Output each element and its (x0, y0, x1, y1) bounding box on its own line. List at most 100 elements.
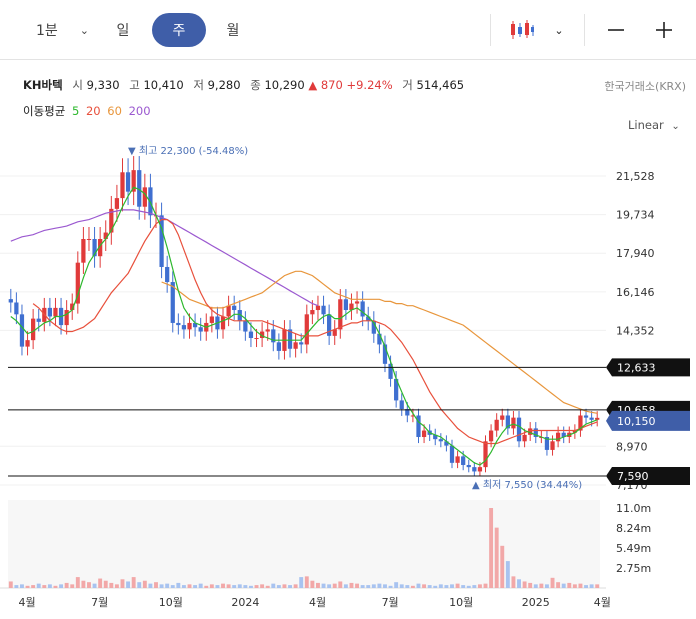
volume-bar (366, 585, 371, 588)
candle-body (466, 464, 471, 468)
candle-body (583, 415, 589, 418)
volume-bar (87, 582, 91, 588)
volume-bar (20, 584, 24, 588)
price-line-label: 7,590 (617, 470, 649, 483)
volume-bar (226, 584, 231, 588)
candle-body (561, 432, 566, 438)
ma200-line (10, 209, 319, 307)
plus-icon[interactable] (648, 14, 680, 46)
low-label: 저 (193, 78, 204, 92)
candle-body (125, 172, 131, 192)
volume-bar (472, 585, 477, 588)
close-label: 종 (250, 78, 261, 92)
close-value: 10,290 (264, 78, 305, 92)
price-line-tag (606, 358, 690, 377)
candle-body (516, 417, 522, 442)
candle-body (595, 417, 600, 420)
volume-bar (92, 583, 97, 588)
candle-body (449, 445, 455, 463)
volume-bar (433, 585, 438, 588)
ma5-line (10, 186, 598, 466)
x-tick-label: 4월 (594, 596, 611, 609)
high-value: 10,410 (143, 78, 184, 92)
candle-body (86, 239, 92, 241)
candle-body (232, 305, 237, 311)
volume-bar (355, 583, 360, 588)
candle-body (315, 305, 321, 311)
candlestick-icon[interactable] (505, 14, 539, 46)
volume-bar (276, 585, 281, 588)
candle-body (550, 441, 555, 450)
candle-body (248, 331, 254, 339)
y-tick-label: 19,734 (616, 209, 655, 222)
candle-body (70, 303, 75, 311)
candle-body (349, 303, 354, 311)
volume-bar (321, 583, 326, 588)
volume-bar (81, 580, 86, 588)
volume-bar (131, 577, 136, 588)
stock-name: KH바텍 (23, 78, 63, 92)
open-label: 시 (72, 78, 83, 92)
minus-icon[interactable] (600, 14, 632, 46)
toolbar: 1분 ⌄ 일 주 월 ⌄ (0, 0, 696, 60)
volume-bar (556, 582, 561, 588)
volume-bar (399, 584, 404, 588)
volume-bar (455, 583, 460, 588)
volume-bar (103, 580, 108, 588)
volume-bar (500, 545, 505, 588)
volume-bar (304, 576, 309, 588)
volume-bar (360, 585, 365, 588)
candle-body (114, 198, 120, 209)
candle-body (271, 329, 276, 343)
ma-5: 5 (71, 104, 80, 118)
interval-label: 1분 (36, 23, 58, 39)
volume-bar (64, 582, 69, 588)
high-annotation: ▼ 최고 22,300 (-54.48%) (128, 145, 248, 157)
candle-body (109, 208, 114, 233)
candle-body (304, 314, 309, 345)
volume-bar (477, 584, 482, 588)
toolbar-divider (490, 14, 491, 46)
volume-bar (466, 585, 471, 588)
tab-day[interactable]: 일 (116, 23, 130, 39)
volume-bar (299, 577, 304, 588)
candle-body (377, 333, 382, 345)
price-summary: KH바텍 시 9,330 고 10,410 저 9,280 종 10,290 ▲… (23, 77, 464, 93)
volume-bar (120, 579, 125, 588)
volume-bar (394, 582, 399, 588)
candle-body (366, 316, 371, 321)
volume-bar (70, 584, 75, 588)
volume-bar (36, 583, 41, 588)
chart-type-chevron-icon[interactable]: ⌄ (554, 23, 564, 37)
candle-body (31, 318, 36, 341)
candle-body (354, 301, 360, 304)
tab-month[interactable]: 월 (226, 23, 240, 39)
volume-bar (98, 578, 103, 588)
candle-body (299, 342, 304, 345)
candle-body (282, 329, 287, 351)
scale-toggle[interactable]: Linear ⌄ (628, 118, 680, 132)
candle-body (511, 417, 516, 429)
volume-bar (271, 583, 276, 588)
volume-bar (198, 583, 203, 588)
ma-60: 60 (107, 104, 122, 118)
volume-bar (544, 584, 549, 588)
volume-bar (422, 584, 427, 588)
candle-body (310, 310, 315, 315)
volume-bar (572, 584, 577, 588)
candle-body (578, 415, 583, 431)
tab-week[interactable]: 주 (152, 13, 206, 47)
candle-body (394, 378, 399, 401)
ma-legend[interactable]: 이동평균 5 20 60 200 (23, 103, 151, 119)
candle-body (53, 307, 58, 317)
interval-dropdown[interactable]: 1분 ⌄ (24, 13, 94, 47)
volume-tick-label: 8.24m (616, 522, 651, 535)
candle-body (8, 299, 13, 303)
volume-bar (522, 581, 527, 588)
volume-bar (427, 585, 432, 588)
volume-bar (377, 583, 382, 588)
candle-body (103, 232, 108, 240)
candle-body (198, 327, 203, 332)
volume-bar (349, 582, 354, 588)
candle-body (522, 434, 527, 442)
